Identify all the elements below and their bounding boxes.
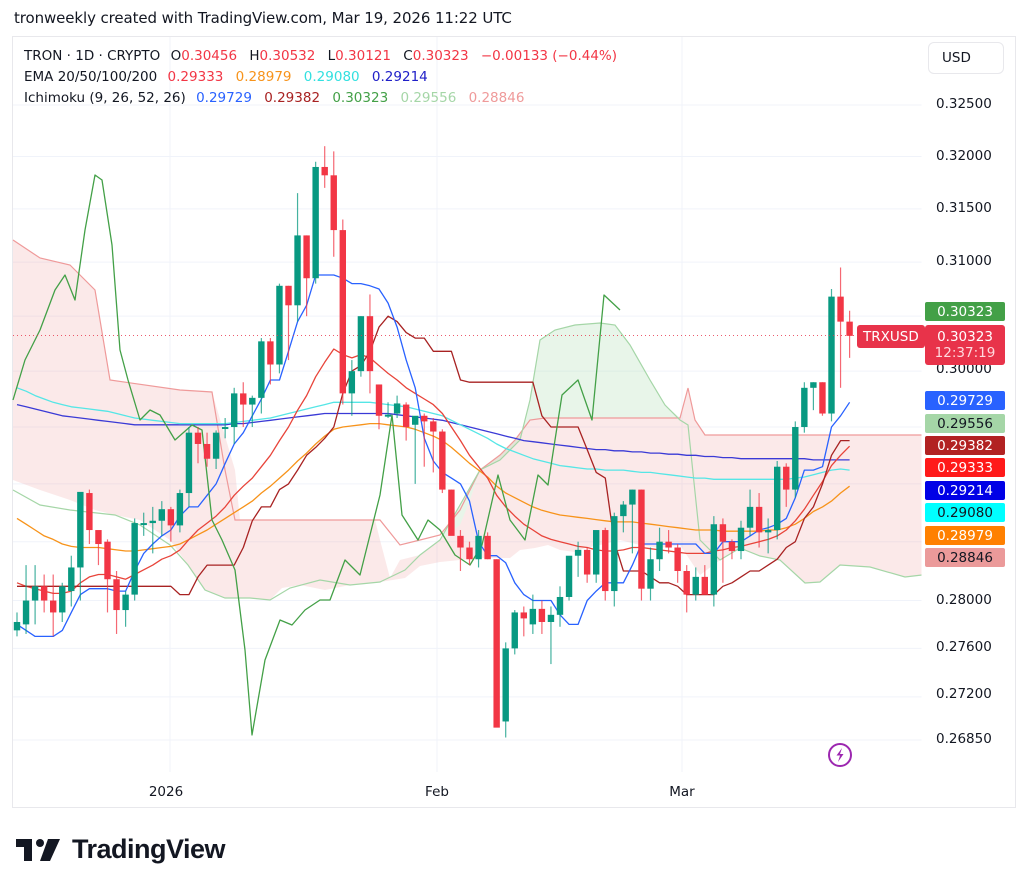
chikou-price-tag: 0.30323 — [925, 302, 1005, 321]
price-tick: 0.30000 — [936, 361, 992, 377]
kijun-price-tag: 0.29382 — [925, 436, 1005, 455]
ema50-value: 0.28979 — [235, 69, 292, 85]
ema20-value: 0.29333 — [167, 69, 224, 85]
price-tick: 0.28000 — [936, 592, 992, 608]
chart-legend: TRON · 1D · CRYPTO O0.30456 H0.30532 L0.… — [24, 46, 617, 109]
chikou-value: 0.30323 — [332, 90, 389, 106]
high-label: H — [249, 48, 260, 64]
span-a-value: 0.29556 — [400, 90, 457, 106]
span-b-value: 0.28846 — [468, 90, 525, 106]
legend-symbol-row[interactable]: TRON · 1D · CRYPTO O0.30456 H0.30532 L0.… — [24, 46, 617, 67]
open-value: 0.30456 — [181, 48, 238, 64]
span-b-price-tag: 0.28846 — [925, 548, 1005, 567]
ema-label: EMA 20/50/100/200 — [24, 69, 158, 85]
low-value: 0.30121 — [335, 48, 391, 64]
price-tick: 0.26850 — [936, 731, 992, 747]
symbol-tag: TRXUSD — [857, 325, 925, 348]
low-label: L — [327, 48, 336, 64]
price-tick: 0.27200 — [936, 686, 992, 702]
ema20-price-tag: 0.29333 — [925, 458, 1005, 477]
span-a-price-tag: 0.29556 — [925, 414, 1005, 433]
legend-ichimoku-row[interactable]: Ichimoku (9, 26, 52, 26) 0.29729 0.29382… — [24, 88, 617, 109]
bar-countdown: 12:37:19 — [934, 345, 996, 361]
legend-ema-row[interactable]: EMA 20/50/100/200 0.29333 0.28979 0.2908… — [24, 67, 617, 88]
chart-frame — [12, 36, 1016, 808]
ema100-value: 0.29080 — [303, 69, 360, 85]
currency-button[interactable]: USD — [928, 42, 1004, 74]
change-value: −0.00133 (−0.44%) — [480, 48, 618, 64]
price-tick: 0.31000 — [936, 253, 992, 269]
time-tick-feb: Feb — [425, 784, 449, 800]
time-tick-2026: 2026 — [148, 784, 184, 800]
symbol-label: TRON · 1D · CRYPTO — [24, 48, 161, 64]
tradingview-logo[interactable]: TradingView — [16, 834, 226, 865]
ema50-price-tag: 0.28979 — [925, 526, 1005, 545]
ema200-price-tag: 0.29214 — [925, 481, 1005, 500]
tradingview-mark-icon — [16, 838, 60, 861]
price-tick: 0.31500 — [936, 200, 992, 216]
close-label: C — [403, 48, 413, 64]
chart-attribution: tronweekly created with TradingView.com,… — [14, 9, 512, 27]
last-price-tag: 0.30323 12:37:19 — [925, 325, 1005, 365]
ema200-value: 0.29214 — [371, 69, 428, 85]
tenkan-value: 0.29729 — [196, 90, 252, 106]
price-tick: 0.27600 — [936, 639, 992, 655]
price-tick: 0.32000 — [936, 148, 992, 164]
high-value: 0.30532 — [259, 48, 316, 64]
time-tick-mar: Mar — [669, 784, 695, 800]
price-tick: 0.32500 — [936, 96, 992, 112]
kijun-value: 0.29382 — [264, 90, 321, 106]
tenkan-price-tag: 0.29729 — [925, 391, 1005, 410]
ema100-price-tag: 0.29080 — [925, 503, 1005, 522]
close-value: 0.30323 — [412, 48, 469, 64]
brand-name: TradingView — [72, 834, 226, 864]
open-label: O — [170, 48, 182, 64]
last-price: 0.30323 — [937, 329, 993, 345]
lightning-icon[interactable] — [827, 742, 853, 768]
ichimoku-label: Ichimoku (9, 26, 52, 26) — [24, 90, 186, 106]
